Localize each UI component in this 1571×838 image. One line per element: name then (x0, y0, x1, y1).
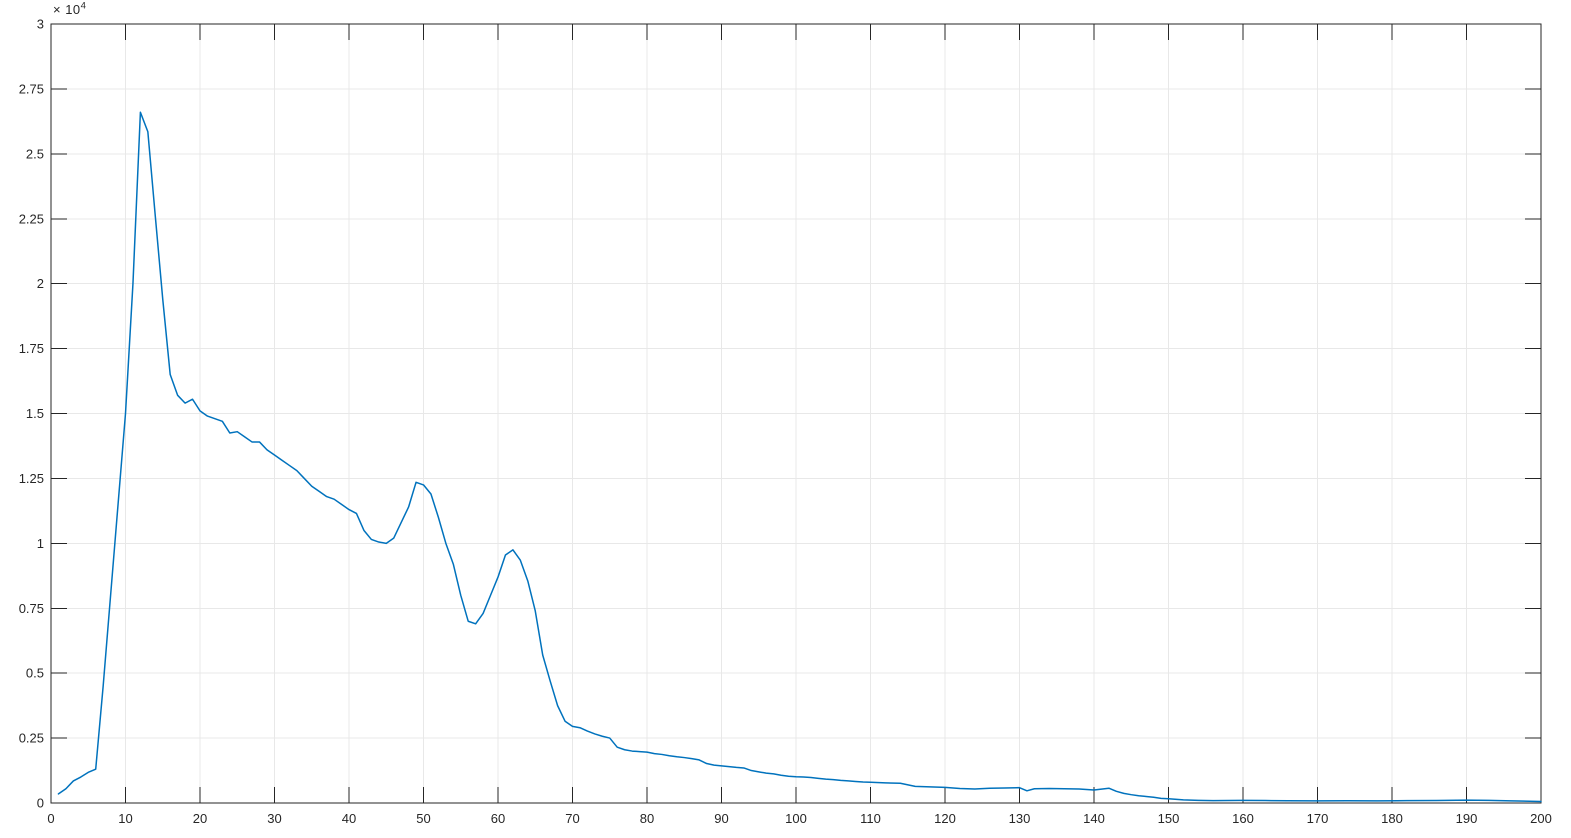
y-tick-label: 0.5 (26, 666, 44, 681)
x-tick-label: 120 (934, 811, 956, 826)
x-tick-label: 200 (1530, 811, 1552, 826)
x-tick-label: 160 (1232, 811, 1254, 826)
y-axis-exponent-power: 4 (80, 0, 87, 12)
y-tick-label: 1 (37, 536, 44, 551)
y-axis-exponent-label: × 104 (53, 0, 87, 17)
x-tick-label: 30 (267, 811, 281, 826)
y-tick-label: 1.5 (26, 406, 44, 421)
grid (51, 24, 1541, 803)
x-tick-label: 50 (416, 811, 430, 826)
x-tick-label: 0 (47, 811, 54, 826)
x-tick-label: 180 (1381, 811, 1403, 826)
tick-marks (50, 23, 1542, 804)
x-tick-label: 20 (193, 811, 207, 826)
y-tick-label: 2 (37, 276, 44, 291)
x-tick-label: 80 (640, 811, 654, 826)
x-tick-label: 10 (118, 811, 132, 826)
x-tick-label: 140 (1083, 811, 1105, 826)
y-tick-label: 2.75 (19, 81, 44, 96)
x-tick-label: 130 (1009, 811, 1031, 826)
y-tick-label: 0 (37, 796, 44, 811)
tick-labels: 0 10 20 30 40 50 60 70 80 90 100 110 120 130 140 150 160… (19, 17, 1552, 827)
y-tick-label: 1.25 (19, 471, 44, 486)
x-tick-label: 90 (714, 811, 728, 826)
x-tick-label: 150 (1158, 811, 1180, 826)
y-tick-label: 2.5 (26, 146, 44, 161)
x-tick-label: 100 (785, 811, 807, 826)
x-tick-label: 110 (860, 811, 881, 826)
x-tick-label: 70 (565, 811, 579, 826)
x-tick-label: 40 (342, 811, 356, 826)
x-tick-label: 170 (1307, 811, 1329, 826)
y-tick-label: 2.25 (19, 211, 44, 226)
x-tick-label: 60 (491, 811, 505, 826)
y-tick-label: 0.75 (19, 601, 44, 616)
data-line-signal (57, 111, 1542, 803)
y-tick-label: 1.75 (19, 341, 44, 356)
y-axis-exponent-base: × 10 (53, 2, 81, 17)
x-tick-label: 190 (1456, 811, 1478, 826)
y-tick-label: 3 (37, 17, 44, 32)
y-tick-label: 0.25 (19, 731, 44, 746)
